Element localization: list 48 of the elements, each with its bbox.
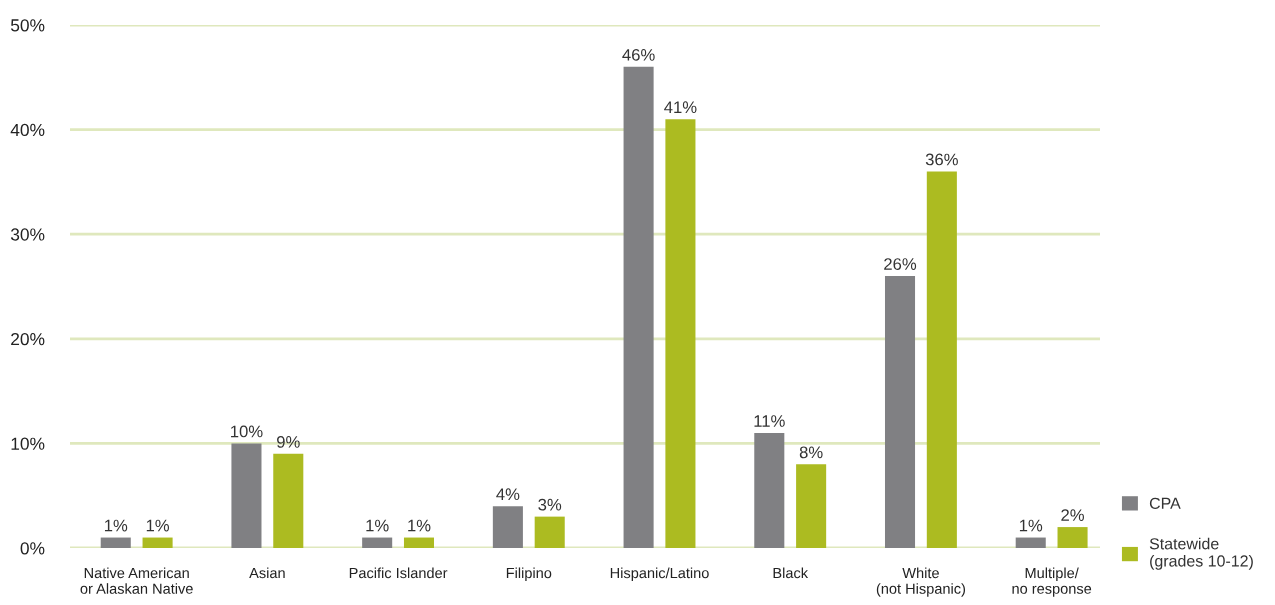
x-tick-label: Black	[773, 567, 809, 579]
bar	[492, 506, 523, 548]
data-label: 1%	[104, 519, 128, 532]
data-label: 10%	[231, 425, 263, 438]
y-tick-label: 30%	[10, 228, 45, 241]
data-label: 3%	[538, 498, 562, 511]
x-tick-label: Asian	[249, 567, 285, 579]
bar	[884, 276, 916, 548]
data-label: 1%	[1019, 519, 1043, 532]
bar	[142, 537, 173, 548]
data-label: 11%	[754, 415, 785, 427]
data-label: 1%	[408, 519, 431, 532]
y-tick-label: 0%	[20, 542, 45, 555]
data-label: 9%	[277, 435, 300, 448]
bar	[231, 443, 262, 548]
data-label: 4%	[496, 488, 520, 501]
y-tick-label: 20%	[11, 332, 45, 346]
legend-label: Statewide (grades 10-12)	[1149, 537, 1253, 570]
data-label: 41%	[664, 101, 697, 113]
bar	[1057, 527, 1088, 548]
x-tick-label: Native American or Alaskan Native	[80, 567, 193, 594]
bar	[665, 119, 696, 548]
x-tick-label: Pacific Islander	[349, 567, 448, 579]
bar	[100, 537, 131, 548]
data-label: 1%	[146, 519, 170, 532]
bar	[403, 537, 435, 548]
x-tick-label: Multiple/ no response	[1012, 567, 1092, 597]
x-tick-label: Hispanic/Latino	[610, 567, 709, 582]
bar	[534, 516, 565, 548]
x-tick-label: White (not Hispanic)	[876, 567, 966, 597]
legend-label: CPA	[1149, 497, 1181, 509]
bar	[796, 464, 827, 548]
data-label: 1%	[366, 519, 389, 532]
y-tick-label: 40%	[10, 123, 45, 137]
bar	[362, 537, 393, 548]
bar	[926, 171, 957, 548]
y-tick-label: 10%	[11, 437, 45, 450]
bar	[754, 432, 785, 548]
data-label: 36%	[925, 153, 958, 166]
data-label: 2%	[1061, 509, 1084, 521]
data-label: 8%	[799, 446, 823, 459]
data-label: 26%	[884, 258, 917, 270]
bar	[1015, 537, 1046, 548]
y-tick-label: 50%	[10, 19, 45, 32]
data-label: 46%	[622, 48, 655, 61]
bar	[273, 453, 304, 548]
bar	[623, 66, 654, 548]
x-tick-label: Filipino	[506, 567, 552, 582]
